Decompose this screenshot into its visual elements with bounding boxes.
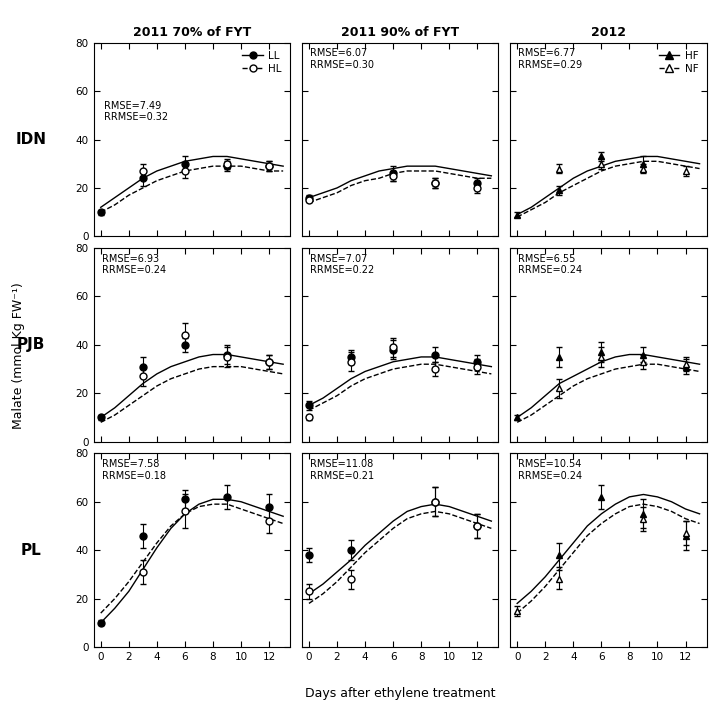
Text: Days after ethylene treatment: Days after ethylene treatment: [305, 687, 495, 700]
Title: 2011 90% of FYT: 2011 90% of FYT: [341, 26, 459, 38]
Text: RMSE=6.07
RRMSE=0.30: RMSE=6.07 RRMSE=0.30: [310, 48, 373, 70]
Text: RMSE=6.93
RRMSE=0.24: RMSE=6.93 RRMSE=0.24: [102, 254, 166, 275]
Text: RMSE=7.58
RRMSE=0.18: RMSE=7.58 RRMSE=0.18: [102, 459, 166, 481]
Text: RMSE=7.07
RRMSE=0.22: RMSE=7.07 RRMSE=0.22: [310, 254, 374, 275]
Text: RMSE=6.77
RRMSE=0.29: RMSE=6.77 RRMSE=0.29: [518, 48, 582, 70]
Text: Malate (mmol.Kg FW⁻¹): Malate (mmol.Kg FW⁻¹): [12, 282, 25, 429]
Text: IDN: IDN: [15, 132, 46, 147]
Text: RMSE=6.55
RRMSE=0.24: RMSE=6.55 RRMSE=0.24: [518, 254, 582, 275]
Text: RMSE=11.08
RRMSE=0.21: RMSE=11.08 RRMSE=0.21: [310, 459, 374, 481]
Legend: LL, HL: LL, HL: [239, 48, 285, 77]
Legend: HF, NF: HF, NF: [655, 48, 702, 77]
Title: 2011 70% of FYT: 2011 70% of FYT: [133, 26, 251, 38]
Text: PJB: PJB: [17, 337, 45, 353]
Text: RMSE=7.49
RRMSE=0.32: RMSE=7.49 RRMSE=0.32: [104, 101, 168, 122]
Text: RMSE=10.54
RRMSE=0.24: RMSE=10.54 RRMSE=0.24: [518, 459, 582, 481]
Title: 2012: 2012: [591, 26, 626, 38]
Text: PL: PL: [20, 542, 41, 557]
